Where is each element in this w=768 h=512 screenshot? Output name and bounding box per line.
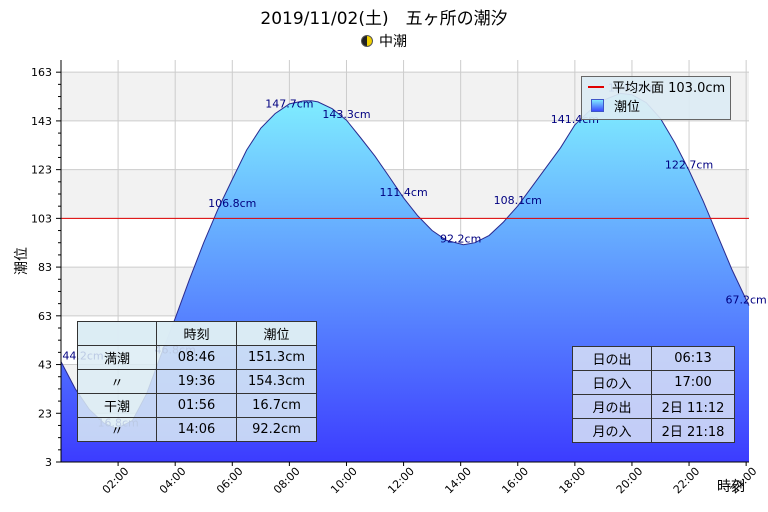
tide-table-header: 時刻 潮位 bbox=[77, 321, 317, 346]
sun-moon-table: 日の出 06:13 日の入 17:00 月の出 2日 11:12 月の入 2日 … bbox=[572, 346, 735, 443]
y-tick-label: 83 bbox=[38, 261, 52, 274]
tide-type: 干潮 bbox=[77, 393, 157, 418]
table-row: 日の入 17:00 bbox=[572, 370, 735, 395]
x-tick-label: 02:00 bbox=[100, 465, 132, 497]
x-tick-label: 16:00 bbox=[499, 465, 531, 497]
sun-moon-time: 2日 21:18 bbox=[651, 418, 735, 443]
table-row: 満潮 08:46 151.3cm bbox=[77, 345, 317, 370]
tide-area-swatch bbox=[591, 99, 604, 112]
point-label: 111.4cm bbox=[379, 186, 427, 199]
tide-level: 16.7cm bbox=[236, 393, 317, 418]
tide-time: 08:46 bbox=[156, 345, 237, 370]
tide-level: 92.2cm bbox=[236, 417, 317, 442]
y-tick-label: 3 bbox=[45, 456, 52, 469]
moon-phase-label: 中潮 bbox=[379, 34, 407, 50]
tide-level: 154.3cm bbox=[236, 369, 317, 394]
chart-title: 2019/11/02(土) 五ヶ所の潮汐 bbox=[260, 9, 508, 29]
x-tick-label: 10:00 bbox=[328, 465, 360, 497]
point-label: 67.2cm bbox=[726, 294, 767, 307]
tide-type: 〃 bbox=[77, 369, 157, 394]
sun-moon-event: 月の出 bbox=[572, 394, 652, 419]
x-tick-label: 20:00 bbox=[614, 465, 646, 497]
y-tick-label: 163 bbox=[31, 66, 52, 79]
mean-line-swatch bbox=[588, 86, 604, 88]
point-label: 106.8cm bbox=[208, 197, 256, 210]
tide-level: 151.3cm bbox=[236, 345, 317, 370]
half-moon-icon bbox=[361, 35, 373, 47]
y-tick-label: 23 bbox=[38, 407, 52, 420]
tide-type: 〃 bbox=[77, 417, 157, 442]
legend-tide-label: 潮位 bbox=[614, 100, 641, 115]
x-axis-ticks: 02:00 04:00 06:00 08:00 10:00 12:00 14:00 16:00… bbox=[100, 462, 759, 497]
table-row: 月の入 2日 21:18 bbox=[572, 418, 735, 443]
sun-moon-event: 日の入 bbox=[572, 370, 652, 395]
y-tick-label: 43 bbox=[38, 359, 52, 372]
point-label: 122.7cm bbox=[665, 158, 713, 171]
y-axis-ticks: 3 23 43 63 83 103 123 143 163 bbox=[31, 66, 61, 469]
y-axis-label: 潮位 bbox=[14, 247, 30, 275]
tide-time: 14:06 bbox=[156, 417, 237, 442]
table-row: 〃 19:36 154.3cm bbox=[77, 369, 317, 394]
table-row: 干潮 01:56 16.7cm bbox=[77, 393, 317, 418]
legend-mean-label: 平均水面 103.0cm bbox=[612, 81, 726, 96]
moon-phase: 中潮 bbox=[0, 31, 768, 51]
x-tick-label: 14:00 bbox=[442, 465, 474, 497]
table-row: 日の出 06:13 bbox=[572, 346, 735, 371]
tide-table: 時刻 潮位 満潮 08:46 151.3cm 〃 19:36 154.3cm 干… bbox=[77, 321, 317, 442]
table-row: 月の出 2日 11:12 bbox=[572, 394, 735, 419]
x-tick-label: 12:00 bbox=[385, 465, 417, 497]
table-row: 〃 14:06 92.2cm bbox=[77, 417, 317, 442]
legend-item-tide: 潮位 bbox=[588, 99, 640, 117]
tide-time: 01:56 bbox=[156, 393, 237, 418]
y-tick-label: 63 bbox=[38, 310, 52, 323]
x-tick-label: 04:00 bbox=[157, 465, 189, 497]
point-label: 147.7cm bbox=[265, 97, 313, 110]
point-label: 143.3cm bbox=[322, 108, 370, 121]
x-tick-label: 06:00 bbox=[214, 465, 246, 497]
y-tick-label: 143 bbox=[31, 115, 52, 128]
sun-moon-time: 06:13 bbox=[651, 346, 735, 371]
x-tick-label: 08:00 bbox=[271, 465, 303, 497]
tide-time: 19:36 bbox=[156, 369, 237, 394]
point-label: 92.2cm bbox=[440, 233, 481, 246]
sun-moon-time: 17:00 bbox=[651, 370, 735, 395]
point-label: 108.1cm bbox=[494, 194, 542, 207]
tide-header-time: 時刻 bbox=[156, 321, 237, 346]
tide-header-blank bbox=[77, 321, 157, 346]
x-axis-label: 時刻 bbox=[717, 479, 745, 495]
legend: 平均水面 103.0cm 潮位 bbox=[581, 76, 731, 120]
sun-moon-event: 月の入 bbox=[572, 418, 652, 443]
sun-moon-time: 2日 11:12 bbox=[651, 394, 735, 419]
tide-type: 満潮 bbox=[77, 345, 157, 370]
legend-item-mean: 平均水面 103.0cm bbox=[588, 80, 725, 98]
y-tick-label: 103 bbox=[31, 212, 52, 225]
tide-header-level: 潮位 bbox=[236, 321, 317, 346]
x-tick-label: 22:00 bbox=[671, 465, 703, 497]
x-tick-label: 18:00 bbox=[557, 465, 589, 497]
sun-moon-event: 日の出 bbox=[572, 346, 652, 371]
y-tick-label: 123 bbox=[31, 164, 52, 177]
